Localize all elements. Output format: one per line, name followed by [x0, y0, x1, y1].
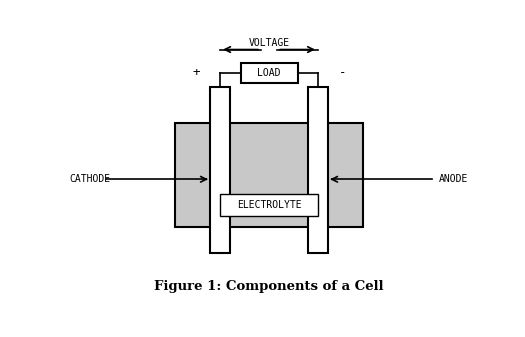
Bar [240, 63, 298, 83]
Bar [308, 87, 328, 253]
Text: +: + [192, 66, 200, 80]
Text: ELECTROLYTE: ELECTROLYTE [237, 200, 301, 210]
Bar [220, 194, 318, 216]
Text: -: - [339, 66, 346, 80]
Text: LOAD: LOAD [257, 68, 281, 78]
Text: VOLTAGE: VOLTAGE [248, 38, 290, 48]
Text: ANODE: ANODE [439, 174, 468, 184]
Bar [210, 87, 230, 253]
Text: Figure 1: Components of a Cell: Figure 1: Components of a Cell [154, 280, 384, 294]
Text: CATHODE: CATHODE [70, 174, 111, 184]
Bar [175, 123, 363, 227]
